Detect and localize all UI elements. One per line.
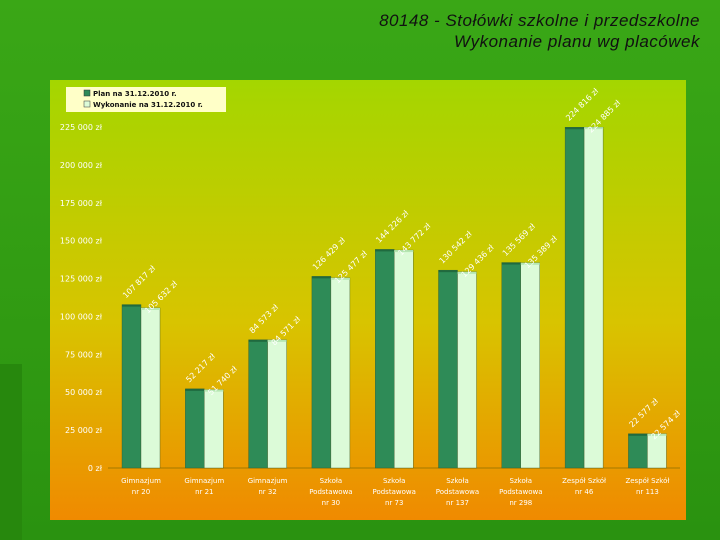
legend-swatch-wykonanie xyxy=(83,100,91,108)
y-tick-label: 25 000 zł xyxy=(65,426,103,435)
legend-label-plan: Plan na 31.12.2010 r. xyxy=(93,90,177,98)
x-category-label: Zespół Szkół nr 46 xyxy=(562,477,606,496)
bar-top-wykonanie xyxy=(267,339,287,342)
bar-plan xyxy=(185,388,205,469)
y-tick-label: 175 000 zł xyxy=(60,199,103,208)
bar-top-wykonanie xyxy=(584,127,604,130)
y-tick-label: 225 000 zł xyxy=(60,123,103,132)
y-tick-label: 150 000 zł xyxy=(60,237,103,246)
bar-top-plan xyxy=(565,127,585,130)
y-tick-label: 200 000 zł xyxy=(60,161,103,170)
x-axis-labels: Gimnazjum nr 20 Gimnazjum nr 21 Gimnazjum nr … xyxy=(121,477,669,507)
legend-box xyxy=(66,87,226,112)
legend: Plan na 31.12.2010 r. Wykonanie na 31.12… xyxy=(66,87,226,112)
bar-top-plan xyxy=(122,304,141,307)
bar-top-plan xyxy=(438,270,458,273)
bar-wykonanie xyxy=(140,307,161,469)
bar-wykonanie xyxy=(520,262,540,469)
bar-plan xyxy=(311,276,332,469)
bar-top-wykonanie xyxy=(457,271,477,274)
x-category-label: Szkoła Podstawowa nr 30 xyxy=(309,477,352,507)
legend-label-wykonanie: Wykonanie na 31.12.2010 r. xyxy=(93,101,203,109)
y-tick-label: 100 000 zł xyxy=(60,312,103,321)
legend-swatch-plan xyxy=(83,89,91,97)
bar-top-wykonanie xyxy=(204,389,224,392)
bar-plan xyxy=(628,433,648,469)
bar-plan xyxy=(248,339,268,469)
bar-wykonanie xyxy=(267,339,287,469)
bar-wykonanie xyxy=(204,389,224,469)
decorative-stripe xyxy=(0,364,22,540)
x-category-label: Szkoła Podstawowa nr 298 xyxy=(499,477,542,507)
bar-plan xyxy=(564,127,585,469)
title-line-1: 80148 - Stołówki szkolne i przedszkolne xyxy=(379,11,700,30)
bar-top-wykonanie xyxy=(141,307,160,310)
x-category-label: Gimnazjum nr 21 xyxy=(184,477,224,496)
bar-top-wykonanie xyxy=(394,250,414,253)
bar-top-wykonanie xyxy=(330,277,350,280)
bar-plan xyxy=(438,269,458,469)
bar-top-plan xyxy=(501,262,521,265)
x-category-label: Szkoła Podstawowa nr 137 xyxy=(436,477,479,507)
bar-top-plan xyxy=(248,339,268,342)
y-tick-label: 0 zł xyxy=(88,464,103,473)
bar-wykonanie xyxy=(583,126,604,469)
bar-plan xyxy=(121,304,142,469)
bar-top-wykonanie xyxy=(520,262,540,265)
bar-top-plan xyxy=(185,388,205,391)
y-tick-label: 75 000 zł xyxy=(65,350,103,359)
slide-title: 80148 - Stołówki szkolne i przedszkolne … xyxy=(379,10,700,52)
bar-plan xyxy=(375,249,395,469)
y-tick-label: 125 000 zł xyxy=(60,275,103,284)
bar-top-plan xyxy=(375,249,395,252)
x-category-label: Gimnazjum nr 20 xyxy=(121,477,161,496)
title-line-2: Wykonanie planu wg placówek xyxy=(454,32,700,51)
x-category-label: Gimnazjum nr 32 xyxy=(248,477,288,496)
bar-wykonanie xyxy=(394,249,414,469)
y-axis: 0 zł 25 000 zł 50 000 zł 75 000 zł 100 000 z… xyxy=(60,123,103,473)
bar-plan xyxy=(501,262,521,469)
bar-top-plan xyxy=(311,276,331,279)
bar-top-wykonanie xyxy=(647,433,667,436)
bar-wykonanie xyxy=(330,277,351,469)
x-category-label: Zespół Szkół nr 113 xyxy=(625,477,669,496)
x-category-label: Szkoła Podstawowa nr 73 xyxy=(372,477,415,507)
y-tick-label: 50 000 zł xyxy=(65,388,103,397)
bar-wykonanie xyxy=(457,271,477,469)
bar-top-plan xyxy=(628,433,648,436)
bars-group xyxy=(121,126,667,469)
